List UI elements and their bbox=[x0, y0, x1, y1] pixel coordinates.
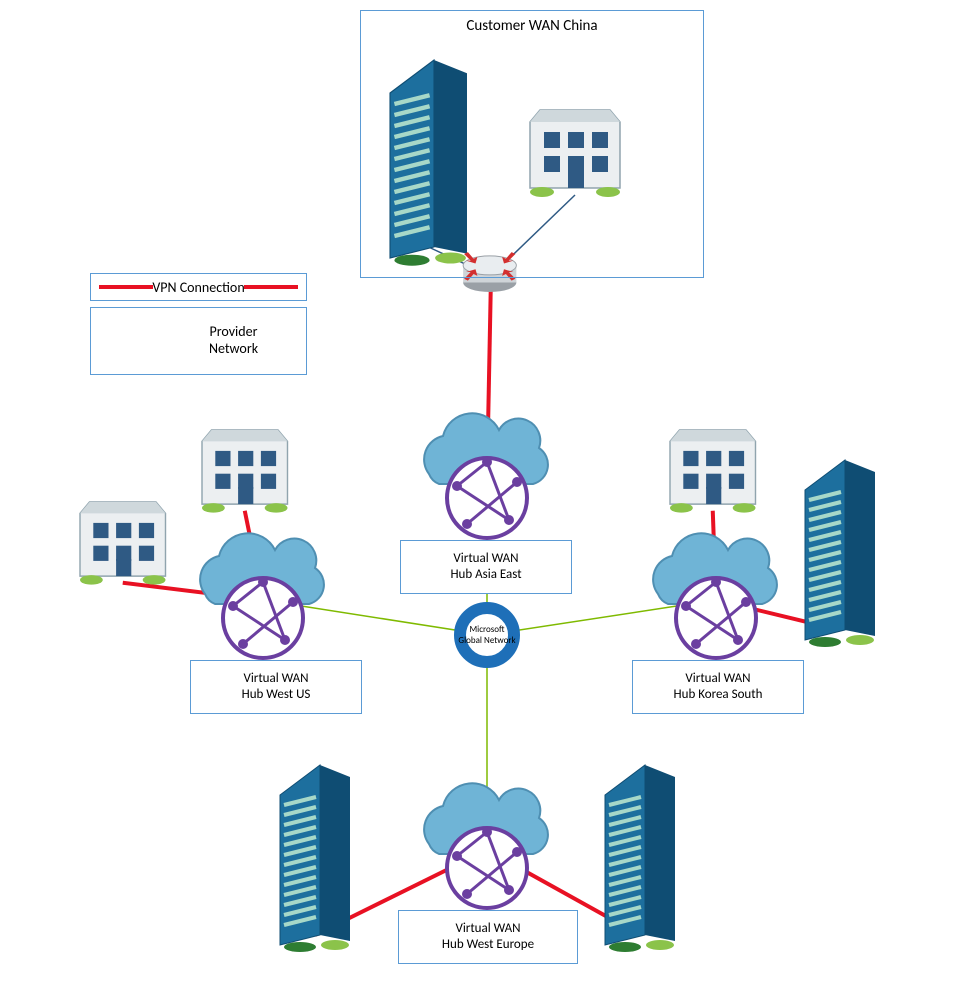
small-building-icon bbox=[80, 502, 166, 585]
small-building-icon bbox=[670, 430, 756, 513]
hub-label-box: Virtual WANHub Korea South bbox=[632, 660, 804, 714]
tall-building-icon bbox=[280, 765, 350, 952]
cloud-hub-icon bbox=[200, 533, 324, 658]
cloud-hub-icon bbox=[424, 783, 548, 908]
small-building-icon bbox=[202, 430, 288, 513]
tall-building-icon bbox=[605, 765, 675, 952]
cloud-hub-icon bbox=[424, 413, 548, 538]
hub-label-box: Virtual WANHub Asia East bbox=[400, 540, 572, 594]
hub-label-box: Virtual WANHub West Europe bbox=[398, 910, 578, 964]
tall-building-icon bbox=[805, 460, 875, 647]
customer-wan-box: Customer WAN China bbox=[360, 10, 704, 278]
svg-text:VPN Connection: VPN Connection bbox=[152, 279, 244, 296]
hub-label-box: Virtual WANHub West US bbox=[190, 660, 362, 714]
customer-wan-label: Customer WAN China bbox=[361, 17, 703, 35]
legend-vpn-box: VPN Connection bbox=[90, 273, 307, 301]
cloud-hub-icon bbox=[653, 533, 777, 658]
legend-provider-box: ProviderNetwork bbox=[90, 307, 307, 375]
